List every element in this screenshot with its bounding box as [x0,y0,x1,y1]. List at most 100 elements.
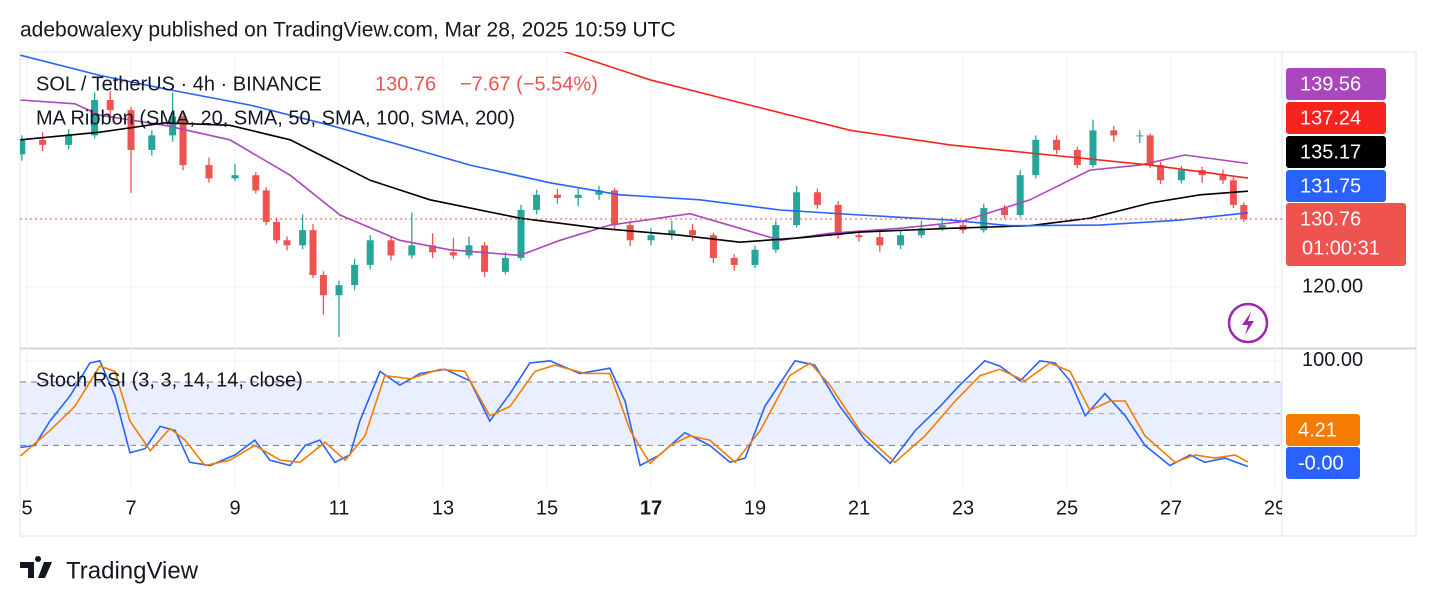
candle-body [668,230,676,236]
candle-body [273,221,281,241]
ma-line [20,99,1249,257]
candle-body [917,228,925,236]
candle-body [148,135,156,150]
candle-body [897,235,905,246]
candle-body [1053,139,1061,150]
y-tick-label: 120.00 [1302,275,1363,297]
candle-body [611,190,619,226]
candle-body [980,208,988,231]
last-price: 130.76 [375,73,436,95]
candle-body [1001,208,1009,216]
value-pill-label: 4.21 [1298,419,1337,441]
logo-text: TradingView [66,557,199,584]
candle-body [127,110,135,150]
candle-body [647,235,655,241]
ma-line [20,54,1248,227]
candle-body [938,225,946,229]
candle-body [730,257,738,265]
x-tick-label: 19 [744,497,766,519]
candle-body [366,240,374,265]
indicator-title: Stoch RSI (3, 3, 14, 14, close) [36,369,303,391]
candle-body [793,192,801,226]
countdown: 01:00:31 [1302,237,1380,259]
value-pill [1286,414,1360,446]
candle-body [533,194,541,210]
x-tick-label: 9 [229,497,240,519]
candle-body [553,194,561,198]
last-price-pill-label: 130.76 [1300,208,1361,230]
price-pill-label: 135.17 [1300,141,1361,163]
candle-body [39,139,47,145]
x-tick-label: 5 [21,497,32,519]
x-tick-label: 11 [329,497,350,519]
candle-body [351,264,359,286]
candle-body [449,252,457,256]
candles [20,91,1248,337]
candle-body [1032,139,1040,176]
indicator-title: MA Ribbon (SMA, 20, SMA, 50, SMA, 100, S… [36,107,515,129]
candle-body [299,230,307,246]
value-pill [1286,447,1360,479]
plot [20,52,1282,468]
publish-header: adebowalexy published on TradingView.com… [20,19,676,42]
price-pill-label: 131.75 [1300,175,1361,197]
candle-body [574,194,582,198]
grid [20,52,1282,490]
candle-body [709,235,717,258]
candle-body [319,275,327,296]
price-pill [1286,102,1386,134]
candle-body [626,225,634,241]
ma-ribbon [20,52,1249,257]
candle-body [309,230,317,276]
candle-body [262,190,270,222]
y-tick-label: 100.00 [1302,349,1363,371]
candle-body [465,245,473,256]
candle-body [169,116,177,136]
candle-body [429,245,437,253]
candle-body [335,285,343,296]
price-change: −7.67 (−5.54%) [460,73,598,95]
candle-body [517,209,525,258]
candle-body [1219,175,1227,181]
stoch-line [20,359,1249,468]
x-tick-label: 17 [640,497,662,519]
price-pill [1286,136,1386,168]
ma-line [20,121,1248,244]
candle-body [481,245,489,272]
ma-line [563,52,1249,179]
price-pill-label: 137.24 [1300,107,1361,129]
candle-body [772,225,780,250]
candle-body [1016,175,1024,216]
price-pill [1286,170,1386,202]
candle-body [20,139,26,155]
candle-body [876,237,884,246]
candle-body [205,165,213,179]
x-tick-label: 27 [1160,497,1182,519]
candle-body [408,245,416,256]
candle-body [834,204,842,236]
candle-body [1177,170,1185,181]
candle-body [283,240,291,246]
stoch-line [20,361,1249,467]
tradingview-logo: TradingView [20,556,199,584]
candle-body [252,175,260,191]
x-tick-label: 23 [952,497,974,519]
x-tick-label: 25 [1056,497,1078,519]
candle-body [91,100,99,136]
x-tick-label: 21 [848,497,870,519]
alert-icon-bolt [1242,312,1254,335]
candle-body [595,190,603,195]
candle-body [65,135,73,145]
x-tick-label: 15 [536,497,558,519]
candle-body [855,235,863,238]
price-pill [1286,68,1386,100]
candle-body [751,249,759,265]
candle-body [1089,130,1097,166]
chart-frame [19,51,1417,537]
candle-body [231,175,239,179]
last-price-pill [1286,203,1406,266]
labels: 120.00 SOL / TetherUS · 4h · BINANCE 130.7… [21,68,1406,519]
candle-body [387,240,395,256]
